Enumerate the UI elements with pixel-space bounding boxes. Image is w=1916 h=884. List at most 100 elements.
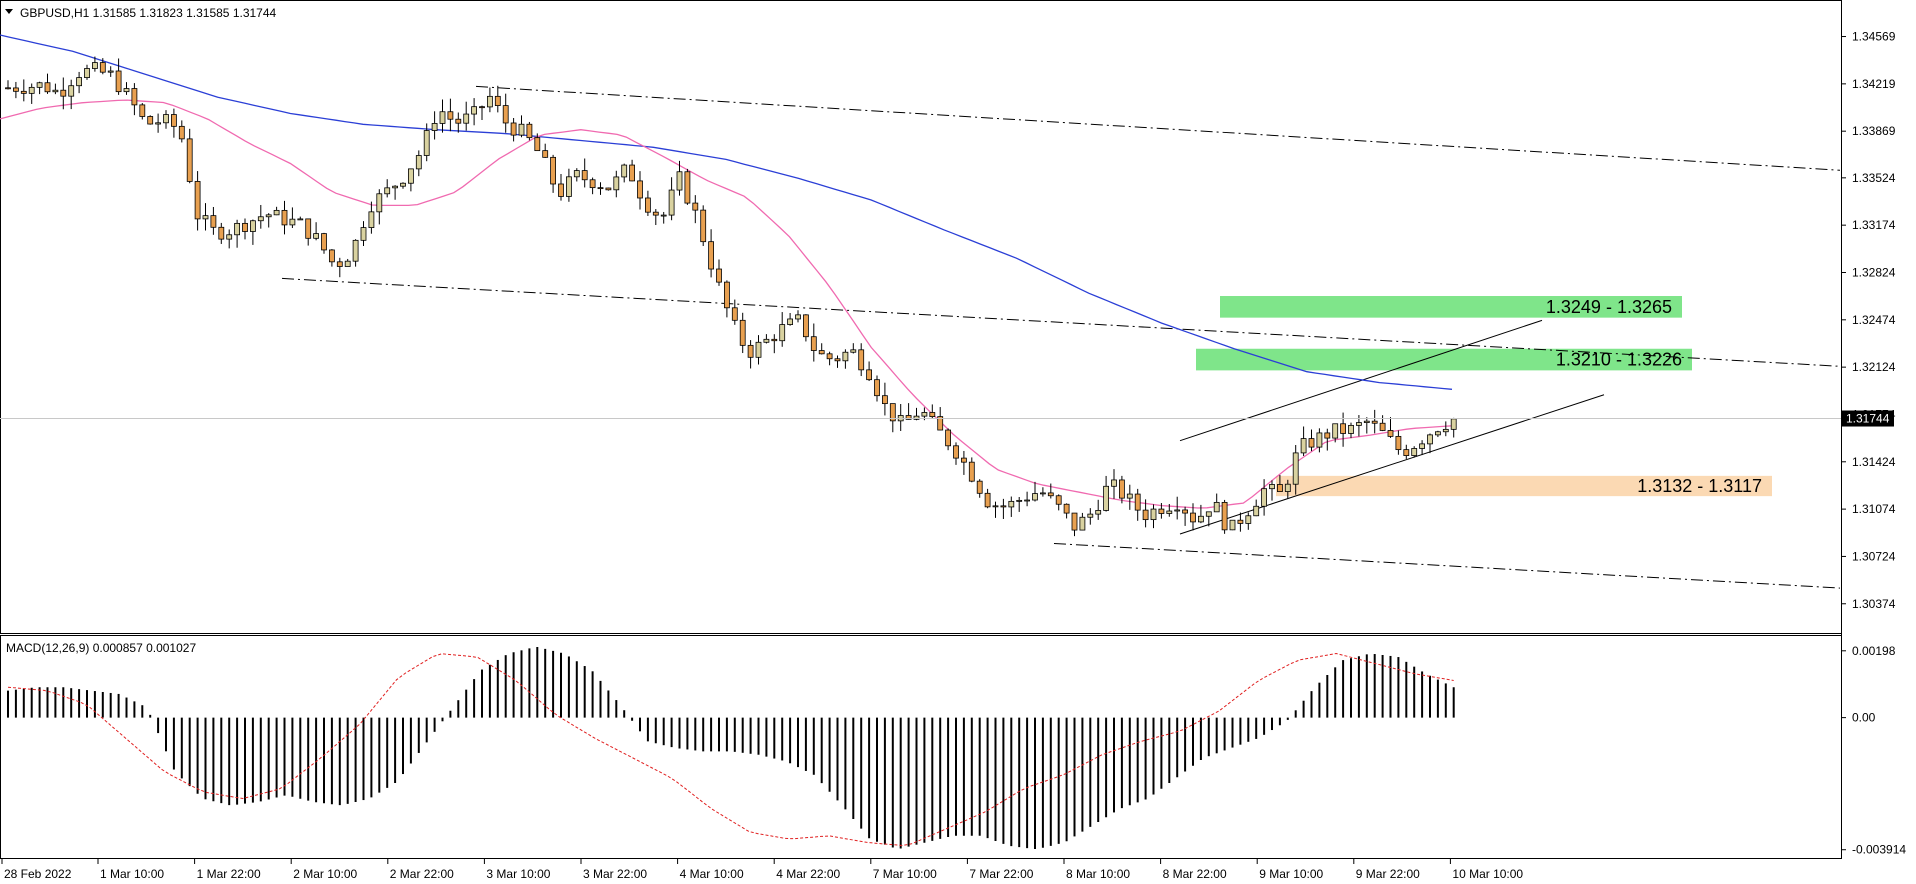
candle-body (52, 89, 59, 93)
candle-body (1119, 479, 1125, 499)
candle-body (1032, 493, 1038, 501)
macd-histogram (7, 647, 1455, 850)
time-tick-label: 4 Mar 10:00 (680, 867, 744, 881)
candle-body (202, 215, 209, 220)
candle-body (518, 123, 525, 136)
candle-body (1403, 449, 1410, 456)
candle-body (1142, 509, 1149, 521)
candle-body (12, 87, 19, 92)
time-tick-label: 7 Mar 10:00 (873, 867, 937, 881)
symbol-menu-triangle-icon[interactable] (5, 9, 13, 14)
candle-body (131, 88, 138, 106)
price-tick-label: 1.31424 (1852, 455, 1896, 469)
candle-body (842, 351, 849, 362)
candle-body (1103, 485, 1109, 511)
candle-body (621, 164, 628, 178)
slow-moving-average-line (0, 34, 1453, 390)
candle-body (92, 62, 98, 69)
candle-body (1166, 510, 1173, 514)
candle-body (803, 314, 809, 338)
candle-body (763, 338, 770, 343)
macd-tick-label: 0.00198 (1852, 644, 1896, 658)
current-price-label: 1.31744 (1846, 412, 1890, 426)
candle-body (1387, 430, 1394, 437)
candle-body (755, 341, 762, 358)
candle-body (1182, 509, 1188, 514)
candle-body (400, 182, 406, 187)
candle-body (779, 324, 786, 342)
candle-body (36, 82, 43, 88)
candle-body (605, 187, 612, 191)
candle-body (550, 156, 556, 185)
time-tick-label: 10 Mar 10:00 (1452, 867, 1523, 881)
candle-body (858, 349, 865, 371)
candle-body (613, 176, 620, 191)
candle-body (1316, 432, 1323, 448)
price-tick-label: 1.30724 (1852, 549, 1896, 563)
candle-body (502, 105, 509, 124)
candle-body (107, 70, 114, 73)
rising-channel-bottom (1179, 394, 1605, 535)
candle-body (76, 77, 82, 87)
fast-moving-average-line (0, 99, 1453, 509)
candle-body (850, 349, 857, 353)
candle-body (68, 85, 75, 97)
candle-body (953, 445, 959, 459)
time-tick-label: 3 Mar 22:00 (583, 867, 647, 881)
time-tick-label: 9 Mar 10:00 (1259, 867, 1323, 881)
candle-body (1395, 435, 1402, 451)
candle-body (1111, 479, 1117, 487)
candle-body (494, 95, 501, 106)
candle-body (1150, 508, 1157, 521)
candle-body (439, 111, 446, 124)
candle-body (336, 261, 343, 267)
macd-signal-line (7, 652, 1454, 847)
candle-body (692, 202, 699, 211)
trendlines (281, 85, 1841, 589)
candle-body (882, 395, 888, 405)
candle-body (968, 461, 975, 482)
candle-body (99, 62, 106, 73)
macd-tick-label: 0.00 (1852, 711, 1876, 725)
candle-body (392, 185, 399, 189)
candle-body (249, 220, 256, 232)
candle-body (905, 415, 912, 420)
candle-body (1450, 418, 1457, 430)
price-tick-label: 1.34219 (1852, 77, 1896, 91)
candle-body (1277, 484, 1283, 492)
candle-body (447, 111, 454, 120)
candle-body (708, 241, 714, 270)
time-tick-label: 2 Mar 22:00 (390, 867, 454, 881)
zone-band (1276, 475, 1772, 497)
candle-body (44, 82, 51, 93)
rising-channel-top (1179, 319, 1543, 442)
candle-body (1229, 519, 1236, 531)
candle-body (313, 233, 320, 239)
candle-body (1340, 423, 1346, 434)
candle-body (874, 379, 880, 397)
candle-body (147, 116, 154, 125)
candle-body (810, 336, 817, 351)
candle-body (716, 268, 722, 283)
candle-body (1087, 513, 1094, 518)
candle-body (573, 170, 580, 178)
zone-labels: 1.3249 - 1.3265 1.3210 - 1.3226 1.3132 - 1… (1546, 297, 1762, 496)
price-zones (1196, 296, 1772, 497)
candle-body (1016, 499, 1023, 502)
candle-body (589, 179, 596, 189)
candle-body (771, 338, 778, 342)
candle-body (645, 197, 651, 213)
candle-body (976, 480, 983, 494)
candle-body (242, 222, 248, 232)
candle-body (20, 90, 27, 94)
candle-body (1126, 493, 1133, 499)
candle-body (328, 249, 335, 263)
zone-label: 1.3249 - 1.3265 (1546, 297, 1672, 317)
candle-body (471, 106, 478, 115)
candle-body (265, 214, 272, 218)
candle-body (724, 281, 730, 309)
candle-body (234, 222, 241, 236)
candle-body (463, 113, 470, 124)
candle-body (1411, 448, 1418, 456)
